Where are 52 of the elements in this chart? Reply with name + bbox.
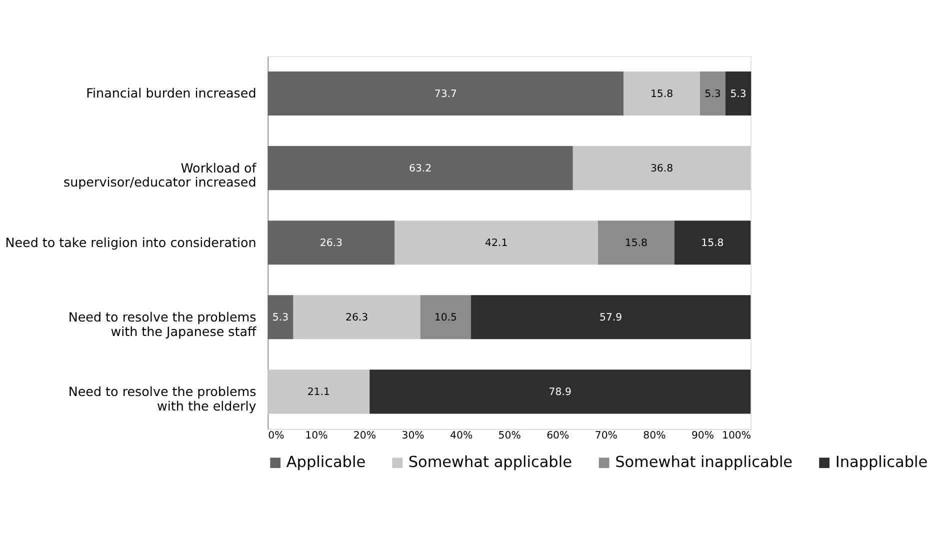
x-tick-label: 30% [402,430,425,442]
bar [572,146,751,190]
x-tick-label: 60% [546,430,570,442]
bar [700,71,726,116]
data-label: 63.2 [409,163,432,174]
bar [420,295,472,340]
x-tick-label: 90% [691,430,714,442]
y-tick-label: Need to take religion into consideration [5,234,256,250]
x-tick-label: 80% [643,430,666,442]
y-tick-label: Financial burden increased [86,86,256,101]
legend-label: Somewhat inapplicable [615,453,793,472]
data-label: 5.3 [730,88,746,100]
bar [268,295,294,340]
y-tick-label: Need to resolve the problems with the Japanese staff [68,309,257,339]
data-label: 15.8 [650,88,674,100]
data-label: 5.3 [272,312,289,324]
bar [268,220,395,265]
y-tick-label: Workload of supervisor/educator increased [63,160,257,190]
legend-label: Applicable [286,453,366,472]
data-label: 10.5 [434,312,457,324]
data-label: 57.9 [600,312,622,324]
bar [674,220,751,265]
data-label: 15.8 [624,238,648,249]
data-label: 36.8 [650,163,674,174]
data-label: 26.3 [320,238,343,249]
bar [624,71,700,116]
legend-label: Somewhat applicable [408,453,572,472]
bar [598,220,674,265]
x-tick-label: 40% [450,430,473,442]
data-label: 15.8 [701,238,724,249]
data-label: 42.1 [485,238,508,249]
x-tick-label: 10% [305,430,328,442]
data-label: 73.7 [434,88,457,100]
bar [726,71,752,116]
bar [370,370,751,414]
bar [394,220,598,265]
data-label: 21.1 [307,387,330,398]
x-tick-label: 20% [353,430,376,442]
x-tick-label: 0% [268,430,285,442]
bar [293,295,420,340]
bar [471,295,751,340]
x-tick-label: 100% [722,430,752,442]
data-label: 26.3 [345,312,368,324]
bar [268,370,370,414]
y-tick-label: Need to resolve the problems with the elderly [68,384,257,414]
data-label: 78.9 [548,387,572,398]
x-tick-label: 50% [498,430,522,442]
bar [268,71,624,116]
legend-label: Inapplicable [835,453,928,472]
data-label: 5.3 [704,88,721,100]
x-tick-label: 70% [594,430,618,442]
bar [268,146,573,190]
